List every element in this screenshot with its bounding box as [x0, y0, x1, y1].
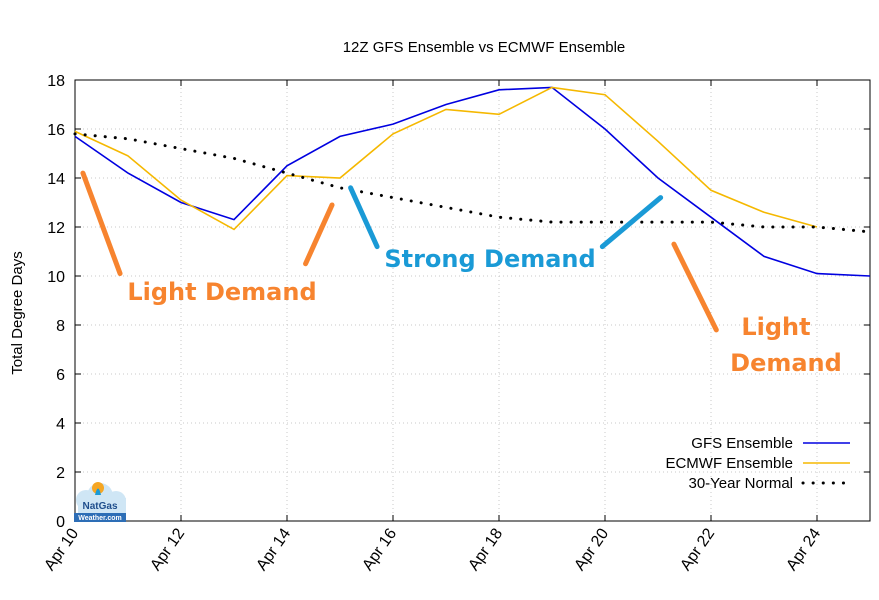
y-ticks: 0 2 4 6 8 10 12 14 16 18 — [47, 73, 870, 531]
sun-icon — [92, 482, 104, 494]
x-tick-label: Apr 18 — [465, 525, 506, 573]
annotation-text: Demand — [730, 349, 842, 377]
x-tick-label: Apr 12 — [147, 525, 188, 573]
annotation-strong-demand: Strong Demand — [384, 245, 595, 273]
x-tick-label: Apr 10 — [41, 525, 82, 573]
series-line-0 — [74, 86, 871, 277]
annotation-text: Strong Demand — [384, 245, 595, 273]
grid-layer — [75, 80, 870, 521]
x-ticks: Apr 10 Apr 12 Apr 14 Apr 16 Apr 18 Apr 20 Apr … — [41, 80, 824, 574]
y-tick-label: 12 — [47, 220, 65, 237]
annotation-stroke — [80, 170, 123, 277]
logo-text-2: Weather.com — [78, 515, 121, 522]
y-tick-label: 8 — [56, 318, 65, 335]
series-line-2 — [73, 132, 872, 234]
legend-label: ECMWF Ensemble — [665, 455, 793, 472]
y-axis-label: Total Degree Days — [9, 251, 26, 374]
annotation-light-demand-right: Light Demand — [730, 313, 842, 377]
strokes-layer — [80, 170, 719, 333]
series-layer — [73, 86, 872, 277]
x-tick-label: Apr 16 — [359, 525, 400, 573]
y-tick-label: 2 — [56, 465, 65, 482]
annotation-stroke — [303, 202, 335, 267]
y-tick-label: 14 — [47, 171, 65, 188]
flame-icon — [95, 488, 101, 495]
annotation-text: Light — [741, 313, 810, 341]
annotation-light-demand-left: Light Demand — [127, 278, 316, 306]
plot-frame — [74, 79, 871, 522]
natgas-logo: NatGas Weather.com — [74, 482, 126, 522]
x-tick-label: Apr 20 — [571, 525, 612, 573]
y-tick-label: 16 — [47, 122, 65, 139]
legend-label: 30-Year Normal — [689, 475, 794, 492]
y-tick-label: 18 — [47, 73, 65, 90]
legend: GFS Ensemble ECMWF Ensemble 30-Year Normal — [665, 435, 852, 492]
y-tick-label: 6 — [56, 367, 65, 384]
annotation-text: Light Demand — [127, 278, 316, 306]
y-tick-label: 0 — [56, 514, 65, 531]
series-line-1 — [74, 86, 818, 231]
chart-title: 12Z GFS Ensemble vs ECMWF Ensemble — [343, 39, 626, 56]
y-tick-label: 10 — [47, 269, 65, 286]
y-tick-label: 4 — [56, 416, 65, 433]
legend-label: GFS Ensemble — [691, 435, 793, 452]
x-tick-label: Apr 14 — [253, 525, 294, 573]
x-tick-label: Apr 24 — [783, 525, 824, 573]
x-tick-label: Apr 22 — [677, 525, 718, 573]
annotation-stroke — [348, 185, 380, 250]
annotation-stroke — [671, 241, 719, 333]
annotation-stroke — [599, 195, 664, 250]
logo-text-1: NatGas — [82, 501, 117, 512]
